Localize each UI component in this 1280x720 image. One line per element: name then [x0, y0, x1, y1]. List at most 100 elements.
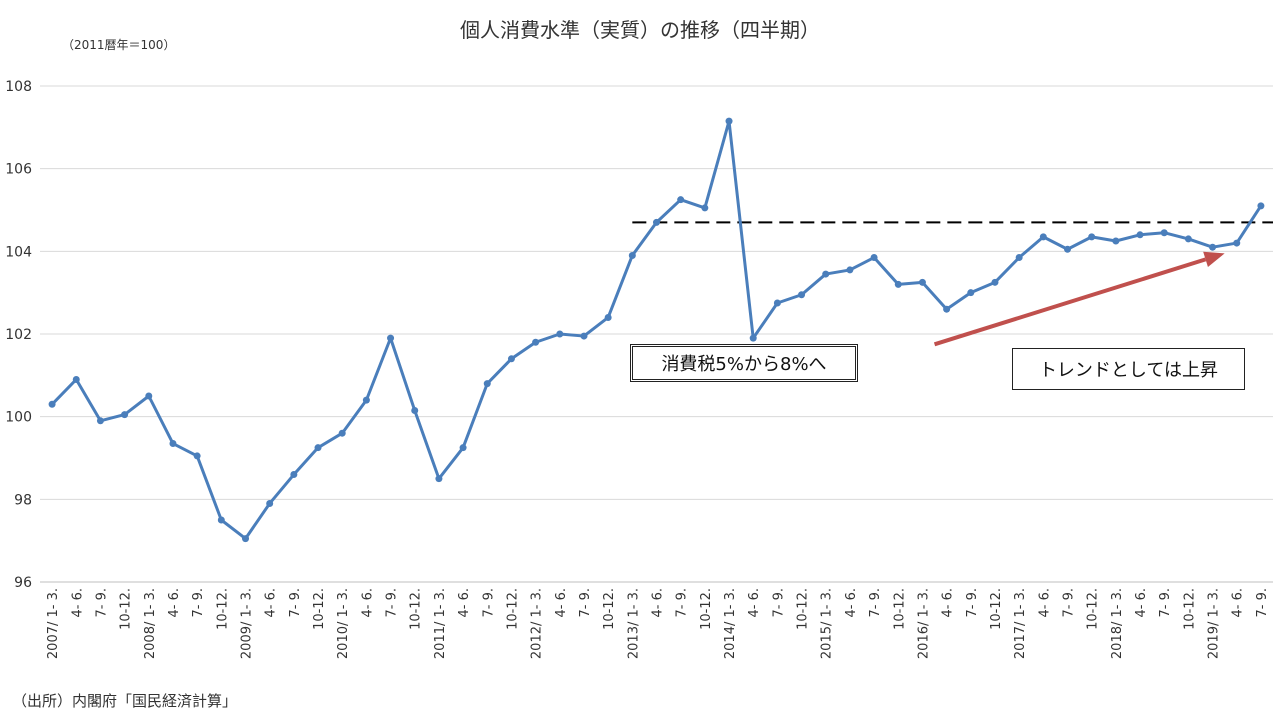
x-tick-label: 10-12. — [699, 588, 714, 630]
data-point — [991, 278, 999, 286]
data-point — [580, 332, 588, 340]
x-tick-label: 4- 6. — [457, 588, 472, 618]
data-point — [1233, 239, 1241, 247]
x-tick-label: 2014/ 1- 3. — [723, 588, 738, 659]
x-tick-label: 2010/ 1- 3. — [336, 588, 351, 659]
x-axis-ticks: 2007/ 1- 3. 4- 6. 7- 9. 10-12. 2008/ 1- 3. 4-… — [46, 588, 1270, 659]
data-point — [798, 291, 806, 299]
data-point — [677, 196, 685, 204]
x-tick-label: 10-12. — [989, 588, 1004, 630]
x-tick-label: 2013/ 1- 3. — [626, 588, 641, 659]
data-point — [217, 516, 225, 524]
data-point — [72, 375, 80, 383]
x-tick-label: 7- 9. — [288, 588, 303, 618]
data-point — [653, 218, 660, 226]
x-tick-label: 2015/ 1- 3. — [820, 588, 835, 659]
y-tick-label: 98 — [14, 492, 32, 508]
data-point — [362, 396, 370, 404]
data-point — [1209, 243, 1217, 251]
trend-note-box: トレンドとしては上昇 — [1012, 348, 1245, 390]
gridlines — [40, 85, 1273, 583]
x-tick-label: 2011/ 1- 3. — [433, 588, 448, 659]
data-point — [459, 444, 467, 452]
x-tick-label: 10-12. — [892, 588, 907, 630]
data-point — [943, 305, 951, 313]
series-line — [51, 119, 1263, 541]
data-point — [169, 440, 177, 448]
data-point — [314, 444, 322, 452]
x-tick-label: 4- 6. — [167, 588, 182, 618]
tax-note-label: 消費税5%から8%へ — [661, 354, 827, 375]
x-tick-label: 7- 9. — [385, 588, 400, 618]
x-tick-label: 4- 6. — [264, 588, 279, 618]
x-tick-label: 4- 6. — [70, 588, 85, 618]
data-point — [556, 330, 564, 338]
y-tick-label: 104 — [5, 244, 32, 260]
data-point — [266, 499, 274, 507]
y-tick-label: 96 — [14, 575, 32, 591]
x-tick-label: 7- 9. — [868, 588, 883, 618]
data-point — [846, 266, 854, 274]
x-tick-label: 7- 9. — [771, 588, 786, 618]
data-point — [1039, 233, 1047, 241]
data-point — [773, 299, 781, 307]
data-point — [604, 313, 612, 321]
x-tick-label: 2007/ 1- 3. — [46, 588, 61, 659]
x-tick-label: 2016/ 1- 3. — [916, 588, 931, 659]
x-tick-label: 7- 9. — [1062, 588, 1077, 618]
data-point — [532, 338, 540, 346]
x-tick-label: 7- 9. — [675, 588, 690, 618]
data-point — [1015, 254, 1023, 262]
x-tick-label: 10-12. — [796, 588, 811, 630]
data-point — [338, 429, 346, 437]
trend-arrow-shaft — [933, 257, 1207, 347]
data-point — [507, 355, 515, 363]
source-note: （出所）内閣府「国民経済計算」 — [12, 692, 238, 710]
data-point — [48, 400, 56, 408]
data-point — [1064, 245, 1071, 253]
x-tick-label: 10-12. — [312, 588, 327, 630]
data-point — [870, 254, 878, 262]
x-tick-label: 4- 6. — [360, 588, 375, 618]
y-tick-label: 102 — [5, 327, 32, 343]
series-points — [48, 117, 1265, 543]
data-point — [628, 251, 636, 259]
y-tick-label: 106 — [5, 162, 32, 178]
x-tick-label: 7- 9. — [94, 588, 109, 618]
trend-arrow — [933, 251, 1225, 347]
data-point — [725, 117, 733, 125]
data-point — [411, 406, 419, 414]
x-tick-label: 4- 6. — [1231, 588, 1246, 618]
data-point — [242, 535, 249, 543]
x-tick-label: 2019/ 1- 3. — [1207, 588, 1222, 659]
data-point — [918, 278, 926, 286]
data-point — [967, 289, 975, 297]
x-tick-label: 2009/ 1- 3. — [240, 588, 255, 659]
x-tick-label: 7- 9. — [578, 588, 593, 618]
y-tick-label: 100 — [5, 410, 32, 426]
x-tick-label: 10-12. — [1182, 588, 1197, 630]
data-point — [1112, 237, 1120, 245]
x-tick-label: 2008/ 1- 3. — [143, 588, 158, 659]
x-tick-label: 10-12. — [409, 588, 424, 630]
x-tick-label: 7- 9. — [481, 588, 496, 618]
x-tick-label: 4- 6. — [1037, 588, 1052, 618]
x-tick-label: 7- 9. — [1255, 588, 1270, 618]
data-point — [145, 392, 153, 400]
data-point — [749, 334, 757, 342]
tax-note-box: 消費税5%から8%へ — [630, 344, 858, 382]
data-point — [1088, 233, 1096, 241]
data-point — [121, 411, 129, 419]
x-tick-label: 4- 6. — [1134, 588, 1149, 618]
x-tick-label: 4- 6. — [554, 588, 569, 618]
x-tick-label: 10-12. — [505, 588, 520, 630]
x-tick-label: 10-12. — [602, 588, 617, 630]
chart-title: 個人消費水準（実質）の推移（四半期） — [460, 18, 820, 42]
x-tick-label: 10-12. — [1086, 588, 1101, 630]
y-tick-label: 108 — [5, 79, 32, 95]
data-point — [290, 471, 298, 479]
x-tick-label: 2012/ 1- 3. — [530, 588, 545, 659]
x-tick-label: 4- 6. — [941, 588, 956, 618]
data-point — [96, 417, 104, 425]
